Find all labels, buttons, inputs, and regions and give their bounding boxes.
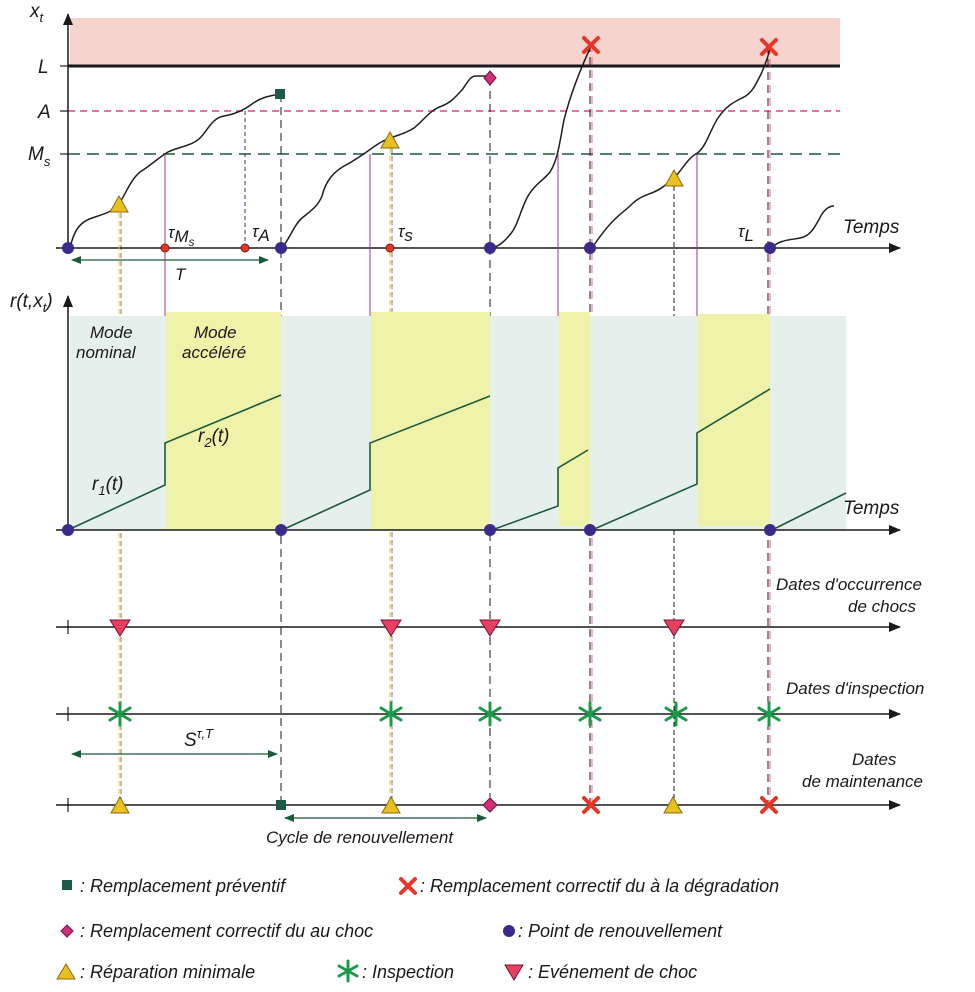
legend-renewal-icon xyxy=(503,925,515,937)
tau-L-label: τL xyxy=(738,222,754,245)
inspection-star-2 xyxy=(379,701,403,727)
r1-label: r1(t) xyxy=(92,474,124,498)
degradation-path-5 xyxy=(771,205,835,249)
legend-inspection-text: : Inspection xyxy=(362,962,454,982)
label-L: L xyxy=(38,57,49,78)
legend-corrective-degradation-text: : Remplacement correctif du à la dégrada… xyxy=(420,876,779,896)
renewal-rate-4 xyxy=(584,524,596,536)
failure-x-2 xyxy=(760,38,778,56)
maint-repair-2 xyxy=(381,795,401,814)
maint-failure-x-2 xyxy=(760,796,778,814)
legend-preventive-text: : Remplacement préventif xyxy=(80,876,287,896)
zone-accel-3 xyxy=(559,312,590,526)
label-Ms: Ms xyxy=(28,144,51,169)
renewal-top-1 xyxy=(62,242,74,254)
shock-timeline-label-2: de chocs xyxy=(848,597,917,616)
tau-s-label: τs xyxy=(398,222,413,245)
legend-corrective-shock-text: : Remplacement correctif du au choc xyxy=(80,921,373,941)
maint-repair-3 xyxy=(663,795,683,814)
preventive-square-1 xyxy=(275,89,285,99)
legend-failure-icon xyxy=(399,877,417,895)
legend-shock-diamond-icon xyxy=(60,924,74,938)
inspection-timeline-label: Dates d'inspection xyxy=(786,679,924,698)
mode-accel-line2: accéléré xyxy=(182,343,246,362)
rate-y-label: r(t,xt) xyxy=(10,291,53,315)
T-label: T xyxy=(175,265,187,284)
maintenance-label-1: Dates xyxy=(852,750,897,769)
renewal-top-4 xyxy=(584,242,596,254)
renewal-rate-5 xyxy=(764,524,776,536)
rate-lines xyxy=(67,388,847,531)
renewal-top-2 xyxy=(275,242,287,254)
renewal-rate-1 xyxy=(62,524,74,536)
renewal-top-5 xyxy=(764,242,776,254)
tau-A-label: τA xyxy=(252,222,270,245)
degradation-path-3 xyxy=(491,43,593,249)
top-x-label: Temps xyxy=(843,217,900,238)
repair-triangle-3 xyxy=(664,168,684,187)
renewal-top-3 xyxy=(484,242,496,254)
maint-failure-x-1 xyxy=(582,796,600,814)
degradation-path-4 xyxy=(591,45,771,249)
maint-preventive-1 xyxy=(276,800,286,810)
legend-shock-event-icon xyxy=(504,964,524,981)
failure-x-1 xyxy=(582,36,600,54)
renewal-rate-2 xyxy=(275,524,287,536)
inspection-star-6 xyxy=(757,701,781,727)
shock-timeline-label-1: Dates d'occurrence xyxy=(776,575,922,594)
maintenance-label-2: de maintenance xyxy=(802,772,923,791)
legend-renewal-text: : Point de renouvellement xyxy=(518,921,723,941)
degradation-path-1 xyxy=(69,93,281,249)
degradation-path-2 xyxy=(281,75,490,249)
tau-Ms-dot xyxy=(160,243,170,253)
shock-event-1 xyxy=(109,619,131,637)
zone-accel-1 xyxy=(166,312,281,530)
inspection-star-3 xyxy=(478,701,502,727)
tau-A-dot xyxy=(240,243,250,253)
inspection-star-5 xyxy=(664,701,688,727)
mode-nominal-line2: nominal xyxy=(76,343,137,362)
mode-accel-line1: Mode xyxy=(194,323,237,342)
shock-event-4 xyxy=(663,619,685,637)
failure-zone xyxy=(70,18,840,66)
maint-repair-1 xyxy=(110,795,130,814)
shock-event-2 xyxy=(380,619,402,637)
zone-accel-2 xyxy=(371,312,490,530)
maint-shock-diamond xyxy=(482,797,498,813)
legend-minimal-repair-text: : Réparation minimale xyxy=(80,962,255,982)
legend-preventive-icon xyxy=(62,880,72,890)
y-axis-label: xt xyxy=(29,1,45,25)
tau-s-dot xyxy=(385,243,395,253)
inspection-star-4 xyxy=(578,701,602,727)
repair-triangle-2 xyxy=(380,130,400,149)
tau-Ms-label: τMs xyxy=(168,223,195,249)
zone-accel-4 xyxy=(698,314,770,526)
label-A: A xyxy=(37,102,51,123)
inspection-star-1 xyxy=(108,701,132,727)
shock-diamond-1 xyxy=(483,70,497,86)
renewal-rate-3 xyxy=(484,524,496,536)
legend-inspection-icon xyxy=(337,959,359,983)
mode-nominal-line1: Mode xyxy=(90,323,133,342)
legend-shock-event-text: : Evénement de choc xyxy=(528,962,697,982)
S-label: Sτ,T xyxy=(184,726,214,751)
shock-event-3 xyxy=(479,619,501,637)
cycle-label: Cycle de renouvellement xyxy=(266,828,454,847)
rate-x-label: Temps xyxy=(843,498,900,519)
repair-triangle-1 xyxy=(109,194,129,213)
legend-triangle-icon xyxy=(56,963,76,980)
r2-label: r2(t) xyxy=(198,426,230,450)
